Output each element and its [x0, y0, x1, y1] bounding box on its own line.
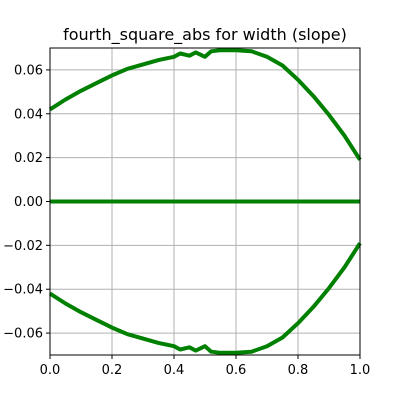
y-tick-label: 0.04	[14, 107, 43, 122]
y-tick-label: 0.00	[14, 195, 43, 210]
y-axis: −0.06 −0.04 −0.02 0.00 0.02 0.04 0.06	[3, 63, 50, 341]
x-tick-label: 1.0	[350, 363, 371, 378]
y-tick-label: −0.02	[3, 239, 43, 254]
x-tick-label: 0.2	[102, 363, 123, 378]
y-tick-label: 0.06	[14, 63, 43, 78]
y-tick-label: −0.04	[3, 283, 43, 298]
chart-title: fourth_square_abs for width (slope)	[63, 25, 347, 45]
series-lines	[50, 50, 360, 353]
series-line	[50, 50, 360, 160]
x-tick-label: 0.0	[40, 363, 61, 378]
y-tick-label: 0.02	[14, 151, 43, 166]
x-tick-label: 0.6	[226, 363, 247, 378]
x-tick-label: 0.8	[288, 363, 309, 378]
y-tick-label: −0.06	[3, 327, 43, 342]
series-line	[50, 243, 360, 353]
x-axis: 0.0 0.2 0.4 0.6 0.8 1.0	[40, 355, 371, 378]
x-tick-label: 0.4	[164, 363, 185, 378]
